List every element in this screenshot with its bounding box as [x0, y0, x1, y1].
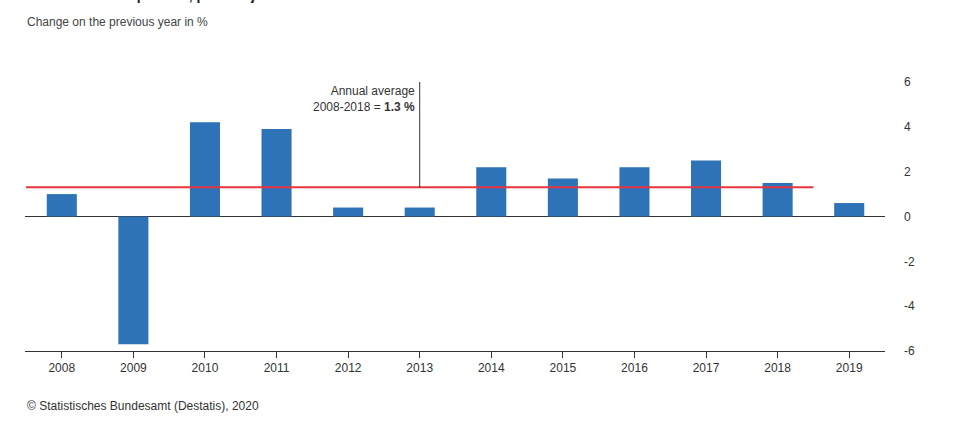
svg-text:Gross domestic product, price-: Gross domestic product, price-adjusted [27, 0, 292, 3]
svg-text:-4: -4 [904, 299, 915, 313]
svg-text:2010: 2010 [192, 361, 219, 375]
svg-text:2011: 2011 [264, 361, 290, 375]
svg-text:6: 6 [904, 75, 911, 89]
svg-text:2009: 2009 [120, 361, 147, 375]
svg-text:2017: 2017 [693, 361, 720, 375]
svg-text:2008: 2008 [48, 361, 75, 375]
svg-text:-2: -2 [904, 255, 915, 269]
svg-text:2016: 2016 [621, 361, 648, 375]
svg-text:Change on the previous year in: Change on the previous year in % [27, 15, 208, 29]
svg-text:2013: 2013 [406, 361, 433, 375]
svg-text:2019: 2019 [836, 361, 863, 375]
svg-text:2015: 2015 [550, 361, 577, 375]
svg-text:0: 0 [904, 210, 911, 224]
svg-text:4: 4 [904, 120, 911, 134]
svg-text:2012: 2012 [335, 361, 362, 375]
svg-text:2: 2 [904, 165, 911, 179]
svg-text:2018: 2018 [764, 361, 791, 375]
svg-text:© Statistisches Bundesamt (Des: © Statistisches Bundesamt (Destatis), 20… [27, 399, 259, 413]
svg-text:Annual average2008-2018 = 1.3: Annual average2008-2018 = 1.3 % [313, 84, 415, 114]
svg-text:-6: -6 [904, 344, 915, 358]
svg-text:2014: 2014 [478, 361, 505, 375]
